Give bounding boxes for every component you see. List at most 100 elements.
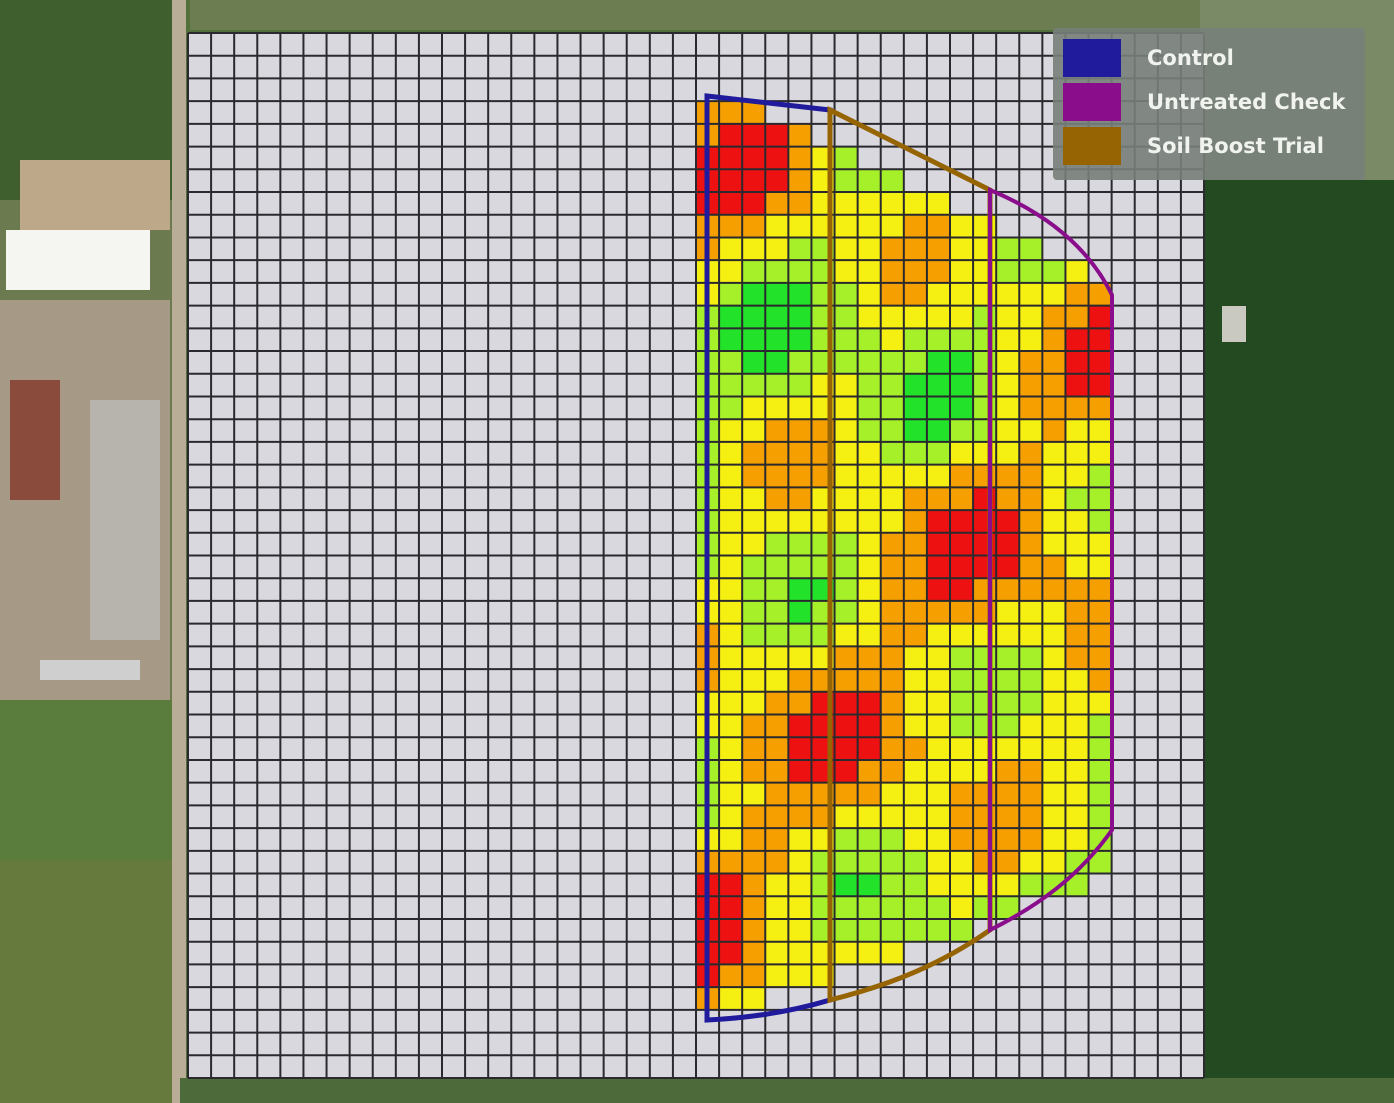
grid-cell: [188, 305, 212, 329]
grid-cell: [996, 896, 1020, 919]
grid-cell: [534, 737, 558, 760]
grid-cell: [1065, 873, 1089, 897]
grid-cell: [1134, 828, 1158, 851]
grid-cell: [372, 782, 396, 806]
grid-cell: [557, 873, 581, 897]
grid-cell: [257, 237, 281, 261]
grid-cell: [1111, 555, 1135, 579]
grid-cell: [349, 987, 373, 1010]
grid-cell: [765, 623, 789, 647]
grid-cell: [950, 873, 974, 897]
grid-cell: [880, 33, 904, 56]
grid-cell: [257, 782, 281, 806]
grid-cell: [280, 532, 304, 556]
grid-cell: [626, 623, 650, 647]
grid-cell: [742, 850, 766, 874]
grid-cell: [1180, 1009, 1204, 1033]
grid-cell: [788, 941, 812, 965]
grid-cell: [580, 192, 604, 215]
grid-cell: [557, 918, 581, 942]
grid-cell: [257, 192, 281, 215]
grid-cell: [880, 78, 904, 102]
grid-cell: [442, 918, 466, 942]
grid-cell: [742, 464, 766, 488]
grid-cell: [950, 964, 974, 988]
grid-cell: [1180, 714, 1204, 738]
grid-cell: [903, 1009, 927, 1033]
grid-cell: [557, 328, 581, 352]
grid-cell: [672, 192, 696, 215]
grid-cell: [672, 123, 696, 147]
grid-cell: [349, 351, 373, 374]
grid-cell: [534, 328, 558, 352]
grid-cell: [765, 373, 789, 397]
grid-cell: [326, 510, 350, 533]
grid-cell: [1042, 873, 1066, 897]
grid-cell: [1134, 737, 1158, 760]
grid-cell: [580, 1055, 604, 1078]
grid-cell: [465, 578, 489, 601]
grid-cell: [1019, 532, 1043, 556]
grid-cell: [926, 487, 950, 511]
grid-cell: [511, 782, 535, 806]
grid-cell: [903, 351, 927, 374]
grid-cell: [996, 873, 1020, 897]
grid-cell: [1111, 305, 1135, 329]
grid-cell: [742, 146, 766, 170]
grid-cell: [603, 78, 627, 102]
grid-cell: [395, 987, 419, 1010]
grid-cell: [326, 192, 350, 215]
grid-cell: [557, 396, 581, 420]
grid-cell: [996, 941, 1020, 965]
grid-cell: [1065, 850, 1089, 874]
grid-cell: [1157, 691, 1181, 715]
grid-cell: [950, 33, 974, 56]
grid-cell: [903, 464, 927, 488]
grid-cell: [857, 828, 881, 851]
grid-cell: [765, 1032, 789, 1056]
grid-cell: [603, 464, 627, 488]
grid-cell: [395, 55, 419, 79]
grid-cell: [996, 987, 1020, 1010]
grid-cell: [1111, 646, 1135, 670]
grid-cell: [1134, 396, 1158, 420]
grid-cell: [857, 805, 881, 829]
grid-cell: [1111, 1055, 1135, 1078]
grid-cell: [326, 260, 350, 283]
grid-cell: [395, 373, 419, 397]
grid-cell: [649, 396, 673, 420]
grid-cell: [719, 555, 743, 579]
grid-cell: [672, 737, 696, 760]
grid-cell: [257, 146, 281, 170]
grid-cell: [603, 600, 627, 624]
grid-cell: [603, 169, 627, 193]
grid-cell: [418, 33, 442, 56]
grid-cell: [1019, 828, 1043, 851]
grid-cell: [418, 600, 442, 624]
grid-cell: [326, 1055, 350, 1078]
grid-cell: [903, 123, 927, 147]
grid-cell: [857, 964, 881, 988]
grid-cell: [303, 987, 327, 1010]
grid-cell: [511, 351, 535, 374]
grid-cell: [926, 305, 950, 329]
grid-cell: [557, 896, 581, 919]
grid-cell: [973, 396, 997, 420]
grid-cell: [649, 192, 673, 215]
grid-cell: [1111, 691, 1135, 715]
grid-cell: [649, 373, 673, 397]
grid-cell: [303, 373, 327, 397]
grid-cell: [1042, 691, 1066, 715]
grid-cell: [996, 782, 1020, 806]
grid-cell: [765, 941, 789, 965]
grid-cell: [557, 578, 581, 601]
grid-cell: [257, 987, 281, 1010]
grid-cell: [188, 600, 212, 624]
grid-cell: [442, 305, 466, 329]
grid-cell: [880, 373, 904, 397]
grid-cell: [857, 896, 881, 919]
grid-cell: [257, 623, 281, 647]
grid-cell: [534, 532, 558, 556]
